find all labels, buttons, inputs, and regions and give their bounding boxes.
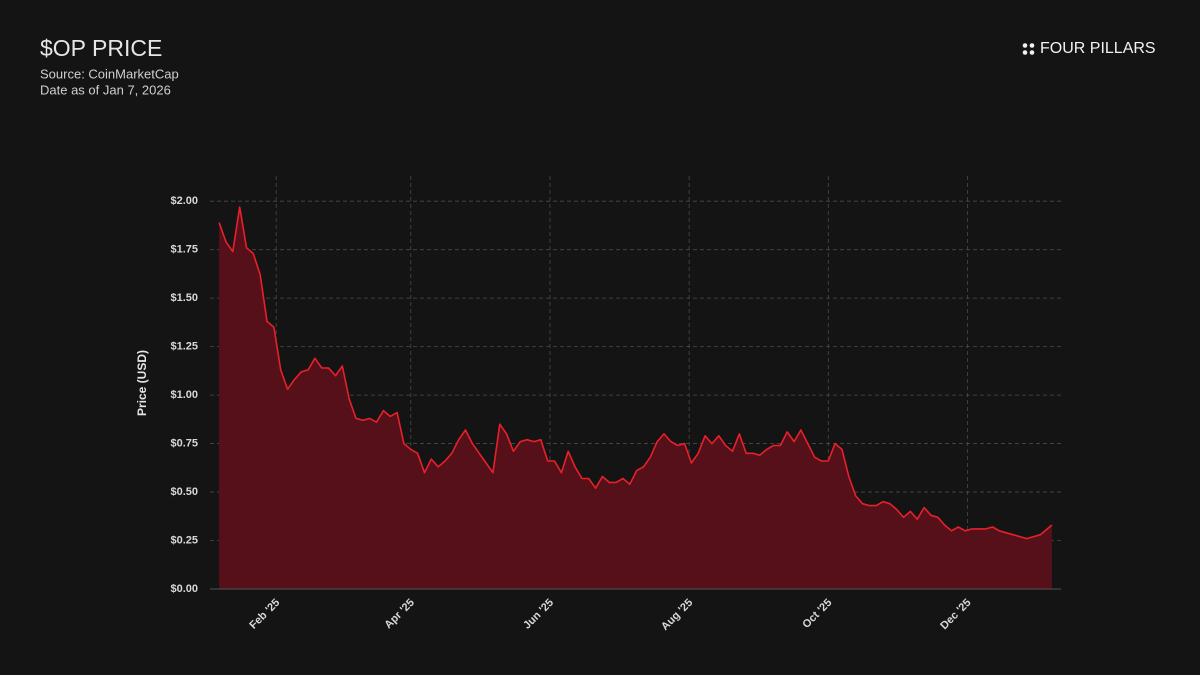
y-tick-label: $0.25 xyxy=(170,534,198,546)
area xyxy=(219,207,1052,589)
line xyxy=(218,206,1053,540)
y-tick-label: $1.25 xyxy=(170,341,198,353)
y-axis-label: Price (USD) xyxy=(135,350,149,416)
subtitle: Source: CoinMarketCap xyxy=(40,66,179,81)
logo: FOUR PILLARS xyxy=(1040,40,1156,57)
y-tick-label: $0.00 xyxy=(170,583,198,595)
y-tick-label: $1.75 xyxy=(170,244,198,256)
y-tick-label: $1.00 xyxy=(170,389,198,401)
y-tick-label: $0.75 xyxy=(170,437,198,449)
y-tick-label: $1.50 xyxy=(170,292,198,304)
chart-title: $OP PRICE xyxy=(40,35,162,61)
subtitle: Date as of Jan 7, 2026 xyxy=(40,82,171,97)
y-tick-label: $0.50 xyxy=(170,486,198,498)
y-tick-label: $2.00 xyxy=(170,195,198,207)
logo-icon xyxy=(1022,43,1035,55)
